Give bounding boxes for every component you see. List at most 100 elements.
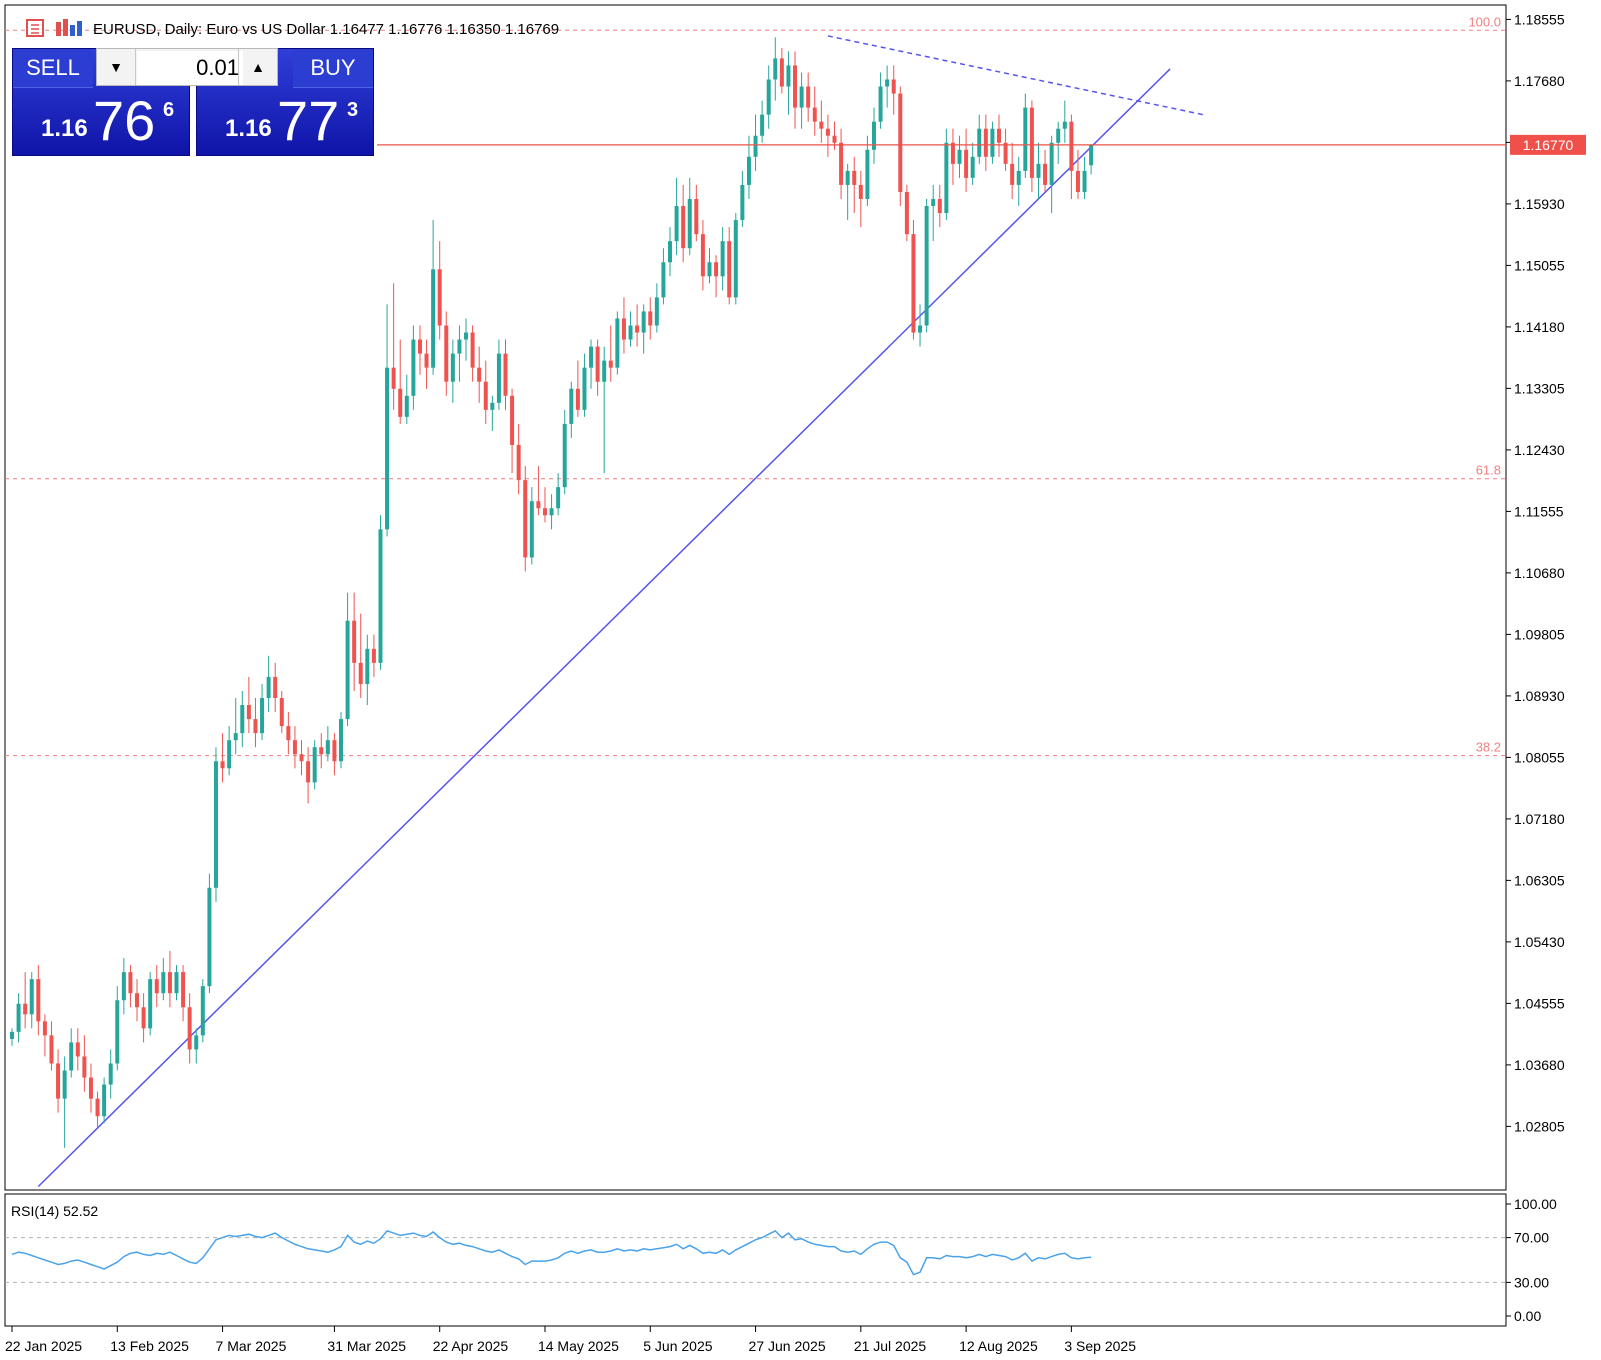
candle-body <box>1082 170 1087 192</box>
candle <box>727 227 732 305</box>
candle <box>10 1028 14 1046</box>
candle <box>378 515 383 670</box>
candle <box>898 86 903 207</box>
candle-body <box>628 325 633 340</box>
candle <box>825 114 830 157</box>
sell-price-prefix: 1.16 <box>41 115 88 142</box>
candle-body <box>444 325 449 382</box>
candle <box>944 128 949 221</box>
candle <box>477 346 482 403</box>
candle <box>102 1077 107 1124</box>
candle-body <box>556 487 561 509</box>
candle <box>779 47 784 94</box>
candle <box>16 993 21 1043</box>
candle <box>582 353 587 417</box>
sell-price-big: 76 <box>93 89 156 152</box>
candle-body <box>220 761 225 769</box>
candle <box>213 747 218 902</box>
bar-chart-icon[interactable] <box>56 19 82 36</box>
buy-button[interactable]: BUY 1.16 77 3 <box>196 48 374 156</box>
volume-input[interactable] <box>137 51 243 85</box>
candle-body <box>648 311 653 326</box>
trendlines[interactable] <box>37 35 1204 1188</box>
candle-body <box>194 1035 199 1050</box>
candle-body <box>391 367 396 389</box>
candle-body <box>312 747 317 783</box>
candle <box>431 220 436 375</box>
candle-body <box>714 262 719 277</box>
current-price-tag <box>1510 134 1586 155</box>
candle-body <box>878 86 883 122</box>
candle-body <box>352 620 357 663</box>
candle <box>286 712 291 755</box>
candle <box>635 304 640 347</box>
candle-body <box>121 972 126 1001</box>
candle <box>773 37 778 101</box>
candle <box>602 346 607 474</box>
candle-body <box>1069 121 1074 171</box>
date-tick-label: 27 Jun 2025 <box>749 1338 826 1354</box>
candle <box>950 128 955 185</box>
candle-body <box>937 198 942 214</box>
candle-body <box>957 149 962 164</box>
one-click-trading-panel: SELL 1.16 76 6 BUY 1.16 77 3 ▼ ▲ <box>12 48 374 160</box>
candle <box>181 965 186 1022</box>
candle-body <box>891 79 896 94</box>
candle <box>260 683 265 741</box>
candle <box>858 170 863 228</box>
candle <box>556 473 561 516</box>
candle <box>417 325 422 375</box>
date-tick-label: 22 Jan 2025 <box>5 1338 82 1354</box>
candle-body <box>102 1084 107 1117</box>
candle-body <box>832 135 837 143</box>
candle <box>1089 144 1094 175</box>
candle <box>424 339 429 389</box>
candle <box>852 156 857 214</box>
candle <box>793 51 798 129</box>
support-trendline[interactable] <box>37 68 1171 1188</box>
candle <box>924 198 929 333</box>
chart-list-icon[interactable] <box>26 19 44 37</box>
candle-body <box>740 184 745 221</box>
volume-increase-button[interactable]: ▲ <box>238 49 277 85</box>
candle-body <box>260 698 265 734</box>
candle <box>595 339 600 396</box>
candle-body <box>319 747 324 755</box>
candle-body <box>128 972 133 994</box>
candle <box>352 592 357 691</box>
candle-body <box>727 241 732 298</box>
candle <box>766 65 771 129</box>
candle <box>56 1049 61 1113</box>
candle-body <box>10 1031 14 1039</box>
candle <box>904 184 909 242</box>
candle-body <box>23 1003 28 1015</box>
resistance-trendline[interactable] <box>827 35 1204 116</box>
candle-body <box>694 198 699 235</box>
candle <box>483 360 488 424</box>
candle-body <box>733 220 738 298</box>
candle-body <box>490 402 495 410</box>
candle-body <box>641 311 646 333</box>
candle <box>167 951 172 1008</box>
candle-body <box>69 1042 74 1071</box>
price-tick-label: 1.18555 <box>1514 11 1565 27</box>
candle-body <box>213 761 218 888</box>
volume-decrease-button[interactable]: ▼ <box>97 49 136 85</box>
candle <box>358 613 363 699</box>
candle <box>845 163 850 221</box>
candle-body <box>602 360 607 382</box>
price-tick-label: 1.09805 <box>1514 626 1565 642</box>
fib-level-label: 100.0 <box>1468 14 1501 29</box>
candle-body <box>503 353 508 396</box>
candle <box>970 142 975 185</box>
chart-title: EURUSD, Daily: Euro vs US Dollar 1.16477… <box>93 21 559 38</box>
buy-label: BUY <box>293 49 373 88</box>
date-tick-label: 5 Jun 2025 <box>643 1338 712 1354</box>
candle-body <box>536 501 541 509</box>
candle <box>542 487 547 523</box>
price-tick-label: 1.10680 <box>1514 565 1565 581</box>
candle-body <box>200 986 205 1036</box>
fibonacci-levels: 100.0 61.8 38.2 <box>5 14 1506 757</box>
candle <box>549 494 554 530</box>
